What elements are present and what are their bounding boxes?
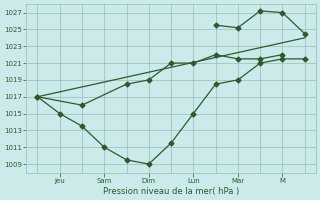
- X-axis label: Pression niveau de la mer( hPa ): Pression niveau de la mer( hPa ): [103, 187, 239, 196]
